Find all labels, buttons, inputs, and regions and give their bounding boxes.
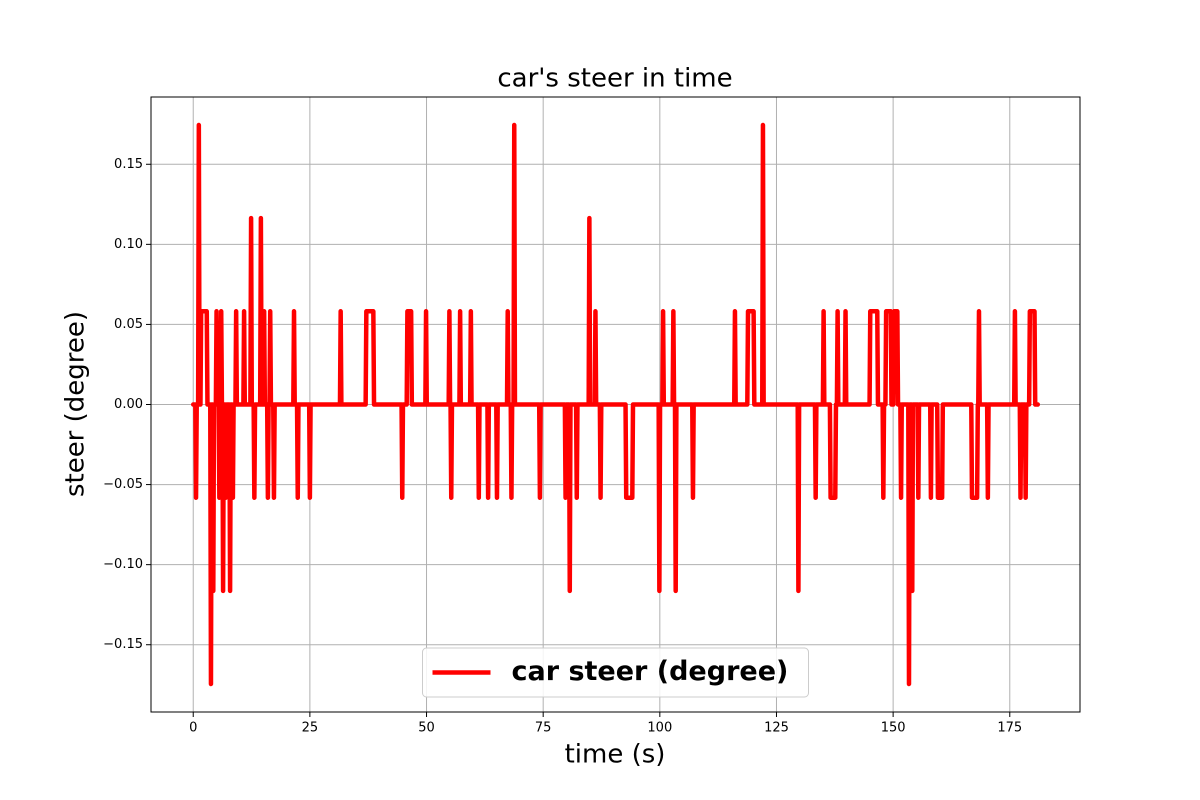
x-tick-label: 100	[647, 721, 672, 736]
chart-title: car's steer in time	[497, 64, 732, 94]
x-tick-label: 25	[302, 721, 319, 736]
x-tick-label: 175	[997, 721, 1022, 736]
y-axis-label: steer (degree)	[61, 311, 91, 497]
x-tick-label: 50	[418, 721, 435, 736]
y-tick-label: 0.10	[114, 237, 143, 252]
data-line	[190, 122, 1041, 687]
y-tick-label: −0.05	[103, 477, 143, 492]
plot-frame	[150, 96, 1081, 713]
y-tick-label: −0.15	[103, 637, 143, 652]
x-tick-label: 150	[881, 721, 906, 736]
y-tick-label: −0.10	[103, 557, 143, 572]
y-tick-label: 0.00	[114, 397, 143, 412]
x-tick-label: 75	[535, 721, 552, 736]
x-axis-label: time (s)	[565, 740, 666, 770]
legend: car steer (degree)	[422, 647, 809, 698]
x-tick-label: 0	[189, 721, 197, 736]
legend-label: car steer (degree)	[512, 656, 789, 687]
x-tick-label: 125	[764, 721, 789, 736]
y-tick-label: 0.15	[114, 157, 143, 172]
y-tick-label: 0.05	[114, 317, 143, 332]
legend-box	[422, 647, 809, 698]
